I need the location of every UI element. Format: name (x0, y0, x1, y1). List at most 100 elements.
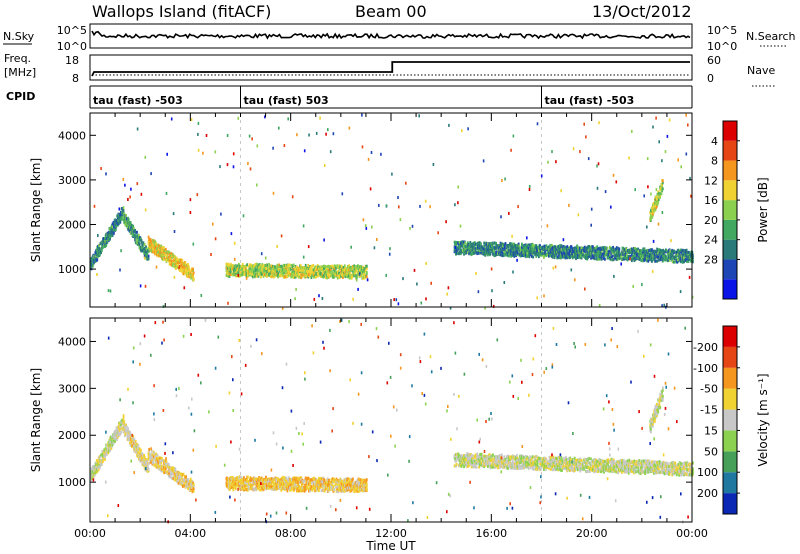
heatmap-cell (572, 147, 575, 151)
heatmap-cell (340, 486, 343, 489)
heatmap-cell (332, 480, 335, 483)
heatmap-cell (334, 265, 337, 269)
heatmap-cell (492, 242, 495, 245)
heatmap-cell (658, 255, 660, 259)
heatmap-cell (647, 185, 649, 189)
heatmap-cell (424, 199, 427, 203)
heatmap-cell (170, 117, 173, 121)
heatmap-cell (356, 274, 359, 278)
heatmap-cell (582, 253, 584, 257)
heatmap-cell (647, 259, 650, 263)
heatmap-cell (399, 218, 402, 222)
heatmap-cell (467, 127, 469, 131)
heatmap-cell (92, 258, 95, 261)
heatmap-cell (90, 474, 92, 478)
heatmap-cell (163, 246, 165, 250)
cpid-segments: tau (fast) -503 tau (fast) 503 tau (fast) … (93, 86, 634, 108)
heatmap-cell (337, 269, 340, 273)
heatmap-cell (357, 264, 360, 268)
heatmap-cell (317, 265, 320, 269)
heatmap-cell (168, 463, 170, 467)
heatmap-cell (248, 134, 251, 138)
heatmap-cell (116, 218, 119, 222)
heatmap-cell (588, 247, 591, 251)
heatmap-cell (346, 484, 349, 487)
heatmap-cell (365, 226, 368, 230)
heatmap-cell (628, 248, 631, 252)
heatmap-cell (454, 249, 457, 253)
heatmap-cell (169, 472, 172, 476)
heatmap-cell (380, 152, 382, 156)
heatmap-cell (290, 263, 293, 267)
heatmap-cell (688, 275, 691, 279)
heatmap-cell (171, 256, 173, 259)
heatmap-cell (255, 485, 258, 489)
heatmap-cell (364, 273, 366, 277)
heatmap-cell (565, 248, 568, 252)
heatmap-cell (524, 251, 527, 255)
heatmap-cell (145, 458, 148, 462)
heatmap-cell (283, 271, 286, 275)
heatmap-cell (365, 266, 368, 270)
heatmap-cell (141, 243, 144, 247)
heatmap-cell (278, 263, 281, 267)
heatmap-cell (311, 264, 313, 268)
heatmap-cell (656, 253, 659, 256)
heatmap-cell (100, 167, 102, 170)
heatmap-cell (176, 262, 179, 266)
heatmap-cell (164, 467, 167, 471)
heatmap-cell (226, 266, 228, 270)
heatmap-cell (237, 271, 240, 275)
heatmap-cell (143, 455, 146, 459)
heatmap-cell (471, 248, 474, 252)
heatmap-cell (120, 423, 122, 426)
heatmap-cell (565, 255, 567, 259)
heatmap-cell (286, 479, 289, 483)
heatmap-cell (243, 476, 245, 480)
heatmap-cell (631, 248, 634, 252)
heatmap-cell (646, 252, 648, 256)
heatmap-cell (448, 123, 450, 127)
heatmap-cell (291, 195, 294, 199)
heatmap-cell (172, 212, 175, 216)
heatmap-cell (490, 267, 493, 271)
heatmap-cell (155, 242, 158, 246)
heatmap-cell (188, 482, 191, 486)
heatmap-cell (614, 252, 616, 256)
heatmap-cell (629, 257, 631, 261)
heatmap-cell (690, 194, 692, 198)
heatmap-cell (310, 276, 313, 280)
heatmap-cell (250, 477, 253, 481)
heatmap-cell (570, 245, 573, 249)
heatmap-cell (521, 244, 524, 248)
heatmap-cell (236, 481, 238, 485)
heatmap-cell (325, 487, 328, 490)
heatmap-cell (279, 478, 282, 482)
heatmap-cell (577, 213, 580, 217)
heatmap-cell (137, 451, 140, 455)
heatmap-cell (689, 257, 692, 261)
heatmap-cell (560, 189, 562, 193)
heatmap-cell (651, 248, 653, 252)
heatmap-cell (641, 257, 644, 261)
heatmap-cell (342, 276, 344, 279)
heatmap-cell (258, 476, 261, 480)
heatmap-cell (118, 429, 121, 433)
heatmap-cell (94, 252, 97, 256)
heatmap-cell (237, 273, 240, 277)
heatmap-cell (502, 252, 504, 256)
heatmap-cell (670, 239, 672, 243)
nsky-trace (91, 30, 691, 40)
heatmap-cell (136, 127, 139, 131)
heatmap-cell (234, 487, 237, 491)
heatmap-cell (104, 238, 107, 242)
heatmap-cell (489, 247, 492, 251)
heatmap-cell (288, 270, 291, 274)
heatmap-cell (150, 172, 152, 176)
heatmap-cell (689, 252, 692, 256)
heatmap-cell (173, 275, 176, 279)
heatmap-cell (663, 303, 665, 307)
heatmap-cell (323, 238, 325, 242)
heatmap-cell (606, 246, 609, 250)
heatmap-cell (580, 246, 583, 250)
